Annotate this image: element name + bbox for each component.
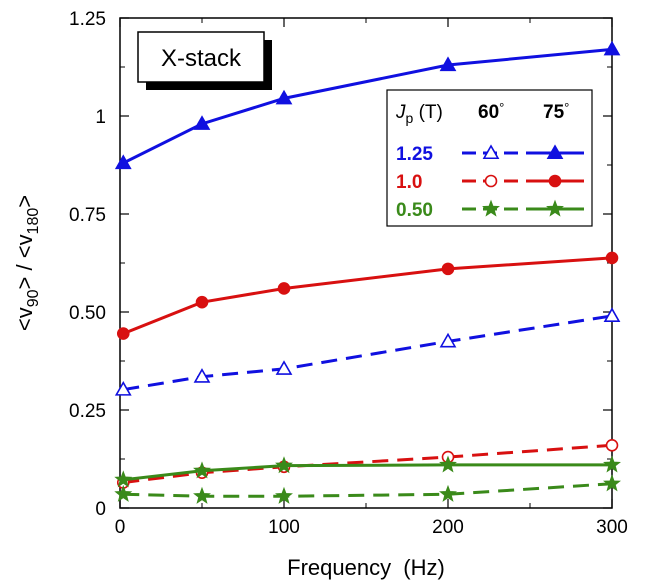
series-0.50-75°	[114, 455, 621, 488]
legend-label: 1.25	[396, 144, 433, 165]
y-tick-label: 0.50	[69, 303, 106, 324]
series-line	[123, 463, 612, 482]
data-point	[439, 484, 457, 502]
data-point	[114, 484, 133, 502]
legend-marker-75	[546, 199, 564, 217]
y-axis-label: <v90> / <v180>	[12, 195, 42, 331]
y-tick-labels: 0 0.25 0.50 0.75 1 1.25	[69, 9, 106, 520]
legend-label: 0.50	[396, 200, 433, 221]
legend-marker-60	[482, 144, 500, 160]
x-tick-label: 300	[596, 517, 628, 538]
data-point	[603, 40, 621, 56]
series-1.0-75°	[116, 251, 619, 340]
legend-marker-75	[546, 144, 564, 160]
x-tick-label: 0	[115, 517, 126, 538]
legend-marker-60	[482, 199, 500, 217]
legend-row: 1.25	[396, 144, 584, 165]
data-point	[195, 295, 209, 309]
data-point	[439, 56, 457, 72]
series-layer	[114, 40, 621, 504]
data-point	[605, 251, 619, 265]
data-point	[603, 474, 621, 492]
data-point	[603, 455, 621, 473]
data-point	[193, 115, 211, 130]
data-point	[193, 461, 211, 479]
series-line	[122, 256, 613, 335]
series-0.50-60°	[114, 474, 621, 504]
legend-label: 1.0	[396, 172, 422, 193]
legend: Jp (T) 60° 75° 1.25 1.0 0.50	[386, 89, 593, 227]
data-point	[439, 332, 457, 348]
x-tick-label: 100	[268, 517, 300, 538]
axis-ticks	[119, 17, 613, 509]
data-point	[605, 438, 619, 452]
data-point	[114, 154, 132, 170]
data-point	[603, 307, 621, 322]
legend-rows: 1.25 1.0 0.50	[396, 144, 584, 221]
data-point	[439, 455, 457, 473]
legend-marker-75	[548, 174, 562, 188]
annotation-text: X-stack	[161, 45, 242, 72]
y-tick-label: 0.25	[69, 401, 106, 422]
annotation-box: X-stack	[137, 31, 272, 90]
data-point	[441, 262, 455, 276]
x-tick-label: 200	[432, 517, 464, 538]
legend-row: 1.0	[396, 172, 584, 193]
y-tick-label: 0.75	[69, 205, 106, 226]
data-point	[193, 486, 211, 504]
legend-marker-60	[484, 174, 498, 188]
x-axis-label: Frequency (Hz)	[287, 555, 445, 580]
data-point	[114, 470, 133, 488]
y-tick-label: 1	[95, 107, 106, 128]
data-point	[275, 486, 293, 504]
x-tick-labels: 0 100 200 300	[115, 517, 628, 538]
data-point	[275, 360, 293, 375]
data-point	[277, 282, 291, 295]
legend-header-75: 75°	[543, 100, 569, 123]
y-tick-label: 0	[95, 499, 106, 520]
y-tick-label: 1.25	[69, 9, 106, 30]
annotation-frame	[137, 31, 265, 83]
data-point	[275, 456, 293, 474]
legend-row: 0.50	[396, 199, 584, 221]
data-point	[275, 89, 293, 105]
series-1.25-60°	[114, 307, 621, 396]
data-point	[114, 381, 132, 396]
legend-header-60: 60°	[478, 100, 504, 123]
series-1.25-75°	[114, 40, 621, 170]
legend-header-jp: Jp (T)	[395, 102, 443, 126]
data-point	[193, 368, 211, 383]
data-point	[116, 327, 130, 340]
